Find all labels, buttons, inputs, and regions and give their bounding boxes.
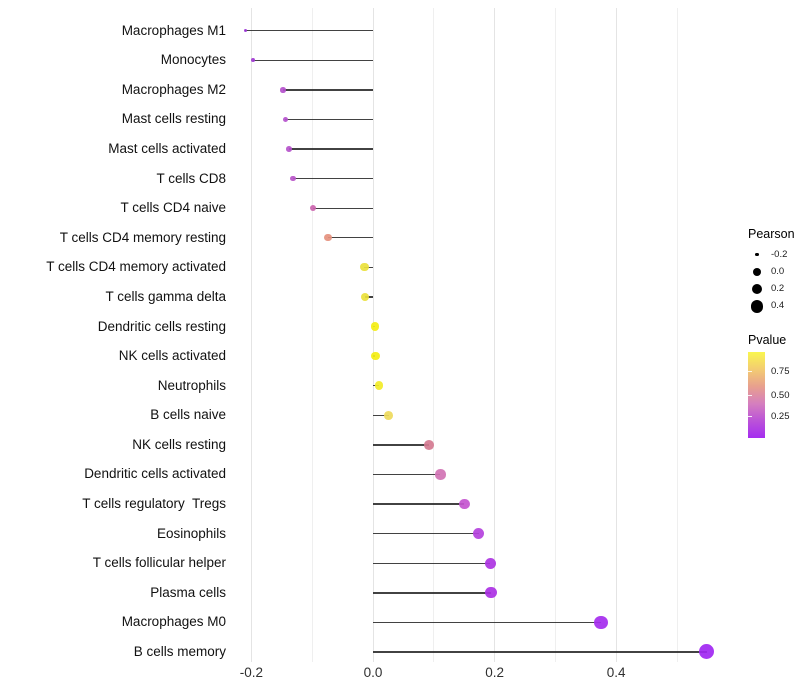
y-axis-label: Mast cells resting [121, 111, 226, 127]
legend-size-label: 0.0 [771, 265, 785, 277]
lollipop-stem [373, 651, 707, 653]
lollipop-stem [289, 148, 373, 150]
gridline [676, 8, 678, 662]
lollipop-stem [245, 30, 373, 32]
gridline [615, 8, 617, 662]
y-axis-label: Eosinophils [156, 525, 226, 541]
gridline [372, 8, 374, 662]
lollipop-stem [283, 89, 373, 91]
lollipop-stem [253, 59, 373, 61]
y-axis-label: Macrophages M1 [121, 22, 226, 38]
lollipop-dot [370, 322, 380, 331]
pvalue-tick-label: 0.25 [771, 410, 790, 422]
gridline [250, 8, 252, 662]
lollipop-stem [312, 207, 373, 209]
lollipop-stem [373, 444, 429, 446]
lollipop-dot [286, 146, 292, 152]
pvalue-colorbar [748, 352, 765, 438]
colorbar-tick [748, 370, 752, 373]
y-axis-label: Plasma cells [150, 584, 226, 600]
lollipop-dot [458, 498, 470, 510]
lollipop-dot [374, 381, 384, 390]
lollipop-stem [373, 503, 465, 505]
lollipop-dot [435, 469, 446, 480]
lollipop-stem [373, 562, 491, 564]
plot-panel [232, 8, 724, 662]
y-axis-label: NK cells activated [118, 348, 226, 364]
y-axis-label: T cells CD8 [156, 170, 226, 186]
lollipop-stem [373, 532, 479, 535]
gridline [554, 8, 556, 662]
x-tick-label: -0.2 [239, 665, 264, 680]
lollipop-stem [285, 118, 373, 121]
y-axis-label: Neutrophils [157, 377, 226, 393]
y-axis-label: T cells gamma delta [105, 288, 226, 304]
y-axis-label: Dendritic cells activated [84, 466, 226, 482]
lollipop-dot [290, 175, 297, 182]
gridline [494, 8, 496, 662]
y-axis-label: B cells naive [150, 407, 226, 423]
pvalue-tick-label: 0.75 [771, 365, 790, 377]
legend-size-dot [755, 252, 759, 257]
legend-size-dot [753, 267, 761, 276]
lollipop-dot [594, 615, 608, 630]
x-tick-label: 0.0 [363, 665, 383, 680]
legend-size-dot [751, 283, 763, 295]
y-axis-label: T cells follicular helper [92, 555, 226, 571]
y-axis-label: B cells memory [133, 643, 226, 659]
lollipop-stem [373, 473, 441, 476]
lollipop-dot [485, 587, 497, 599]
colorbar-tick [748, 394, 752, 397]
y-axis-label: Mast cells activated [108, 141, 226, 157]
y-axis-label: T cells CD4 memory resting [59, 229, 226, 245]
lollipop-dot [371, 351, 380, 361]
lollipop-dot [324, 234, 332, 242]
lollipop-dot [699, 644, 715, 660]
lollipop-stem [373, 414, 389, 416]
colorbar-tick [748, 415, 752, 418]
gridline [433, 8, 435, 662]
lollipop-dot [361, 292, 370, 302]
y-axis-label: T cells CD4 memory activated [46, 259, 226, 275]
x-tick-label: 0.4 [606, 665, 626, 680]
lollipop-dot [243, 29, 247, 33]
lollipop-stem [328, 237, 373, 239]
gridline [311, 8, 313, 662]
lollipop-dot [473, 528, 485, 540]
lollipop-stem [364, 266, 373, 269]
y-axis-label: Monocytes [160, 52, 226, 68]
y-axis-label: Dendritic cells resting [97, 318, 226, 334]
legend-size-label: 0.2 [771, 283, 785, 295]
legend-size-label: -0.2 [771, 248, 788, 260]
legend-size-dot [750, 299, 764, 313]
lollipop-stem [373, 621, 601, 624]
lollipop-dot [309, 204, 317, 212]
y-axis-label: NK cells resting [132, 436, 226, 452]
lollipop-dot [424, 439, 434, 450]
y-axis-label: T cells CD4 naive [120, 200, 226, 216]
legend-pearson-title: Pearson [748, 227, 795, 241]
legend-size-label: 0.4 [771, 300, 785, 312]
legend-pvalue-title: Pvalue [748, 333, 787, 347]
y-axis-label: Macrophages M0 [121, 614, 226, 630]
lollipop-dot [280, 87, 286, 93]
y-axis-label: Macrophages M2 [121, 81, 226, 97]
pvalue-tick-label: 0.50 [771, 389, 790, 401]
lollipop-stem [373, 592, 491, 594]
lollipop-dot [360, 263, 369, 272]
lollipop-dot [251, 58, 256, 63]
lollipop-stem [365, 296, 373, 298]
lollipop-stem [293, 177, 373, 180]
x-tick-label: 0.2 [485, 665, 504, 680]
y-axis-label: T cells regulatory Tregs [82, 496, 226, 512]
lollipop-dot [484, 557, 496, 569]
lollipop-dot [282, 116, 289, 123]
lollipop-dot [384, 410, 394, 420]
